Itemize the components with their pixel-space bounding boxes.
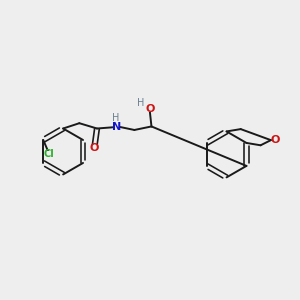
Text: H: H	[112, 113, 119, 123]
Text: Cl: Cl	[43, 149, 54, 159]
Bar	[113, 124, 120, 130]
Text: O: O	[145, 104, 154, 114]
Bar	[44, 151, 53, 157]
Text: O: O	[271, 135, 280, 145]
Bar	[92, 145, 98, 151]
Bar	[146, 106, 153, 112]
Bar	[272, 137, 279, 143]
Text: N: N	[112, 122, 121, 132]
Text: O: O	[90, 143, 99, 153]
Text: H: H	[137, 98, 145, 108]
